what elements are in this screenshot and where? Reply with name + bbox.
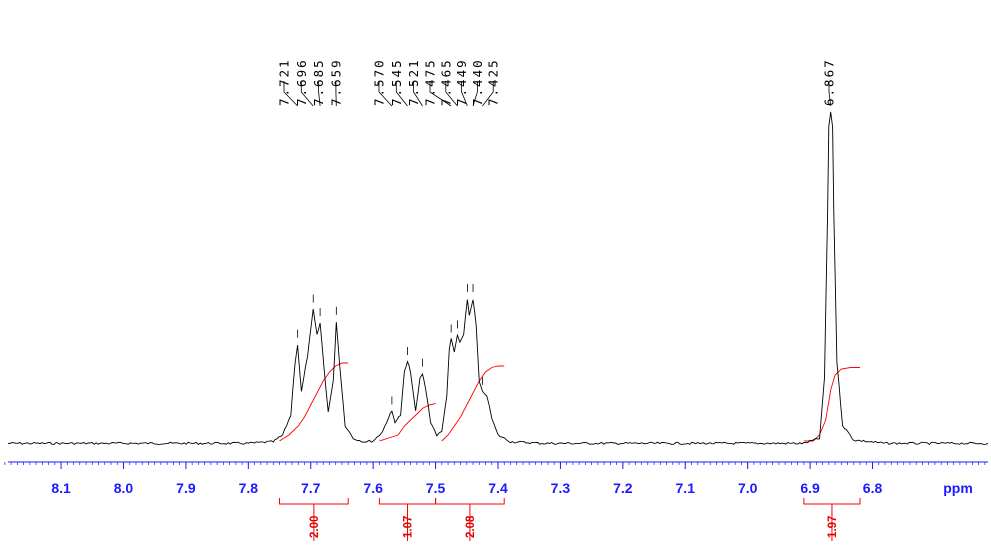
x-tick-label: 6.8 — [863, 480, 883, 496]
peak-leader — [413, 81, 423, 107]
integral-curve-3 — [441, 365, 505, 442]
integral-curve-group — [279, 362, 860, 442]
peak-leader — [461, 81, 468, 107]
x-tick-label: 7.5 — [426, 480, 446, 496]
x-tick-label: 7.8 — [239, 480, 259, 496]
x-axis-unit-label: ppm — [943, 480, 973, 496]
integral-bracket-line — [803, 498, 861, 505]
x-tick-label: 7.7 — [301, 480, 321, 496]
peak-leader — [300, 81, 314, 107]
peak-tick-marks — [297, 283, 483, 405]
integral-value: 1.07 — [402, 516, 414, 538]
integral-value: 1.97 — [827, 516, 839, 538]
peak-leader — [378, 81, 393, 107]
integral-bracket-line — [435, 498, 505, 505]
x-axis: 8.1 8.0 7.9 7.8 7.7 7.6 7.5 7.4 7.3 7.2 7.1 7.0 6.9 6… — [4, 461, 988, 496]
x-axis-tick-labels: 8.1 8.0 7.9 7.8 7.7 7.6 7.5 7.4 7.3 7.2 7.1 7.0 6.9 6… — [51, 480, 882, 496]
integral-bracket-line — [378, 498, 437, 505]
integral-value: 2.00 — [309, 516, 321, 538]
x-tick-label: 7.4 — [488, 480, 508, 496]
peak-leader — [283, 81, 298, 107]
integral-bracket-line — [279, 498, 349, 505]
peak-leader — [828, 81, 832, 107]
x-tick-label: 7.2 — [613, 480, 633, 496]
peak-leader — [395, 81, 408, 107]
x-axis-minor-ticks — [4, 462, 986, 465]
integral-bracket-1.97: 1.97 — [803, 498, 861, 541]
x-tick-label: 7.9 — [176, 480, 196, 496]
x-tick-label: 8.1 — [51, 480, 71, 496]
peak-leader — [445, 81, 458, 107]
integral-bracket-group: 2.00 1.07 2.08 1.97 — [279, 498, 861, 541]
x-tick-label: 6.9 — [800, 480, 820, 496]
x-axis-major-ticks — [60, 462, 874, 469]
peak-leader-lines — [283, 81, 832, 107]
integral-bracket-2.00: 2.00 — [279, 498, 349, 541]
peak-leader — [472, 81, 478, 107]
spectrum-trace — [7, 111, 989, 445]
x-tick-label: 8.0 — [114, 480, 134, 496]
peak-label-group: 7.721 7.696 7.685 7.659 7.570 7.545 7.521 7.475… — [277, 58, 837, 106]
integral-bracket-2.08: 2.08 — [435, 498, 505, 541]
integral-curve-1 — [279, 362, 349, 442]
peak-leader — [318, 81, 321, 107]
x-tick-label: 7.3 — [551, 480, 571, 496]
integral-curve-4 — [803, 367, 860, 442]
x-tick-label: 7.0 — [738, 480, 758, 496]
x-tick-label: 7.6 — [363, 480, 383, 496]
integral-bracket-1.07: 1.07 — [378, 498, 437, 541]
integral-curve-2 — [379, 403, 436, 442]
x-tick-label: 7.1 — [676, 480, 696, 496]
integral-value: 2.08 — [465, 515, 477, 538]
peak-leader — [429, 81, 452, 107]
peak-leader — [482, 81, 494, 107]
